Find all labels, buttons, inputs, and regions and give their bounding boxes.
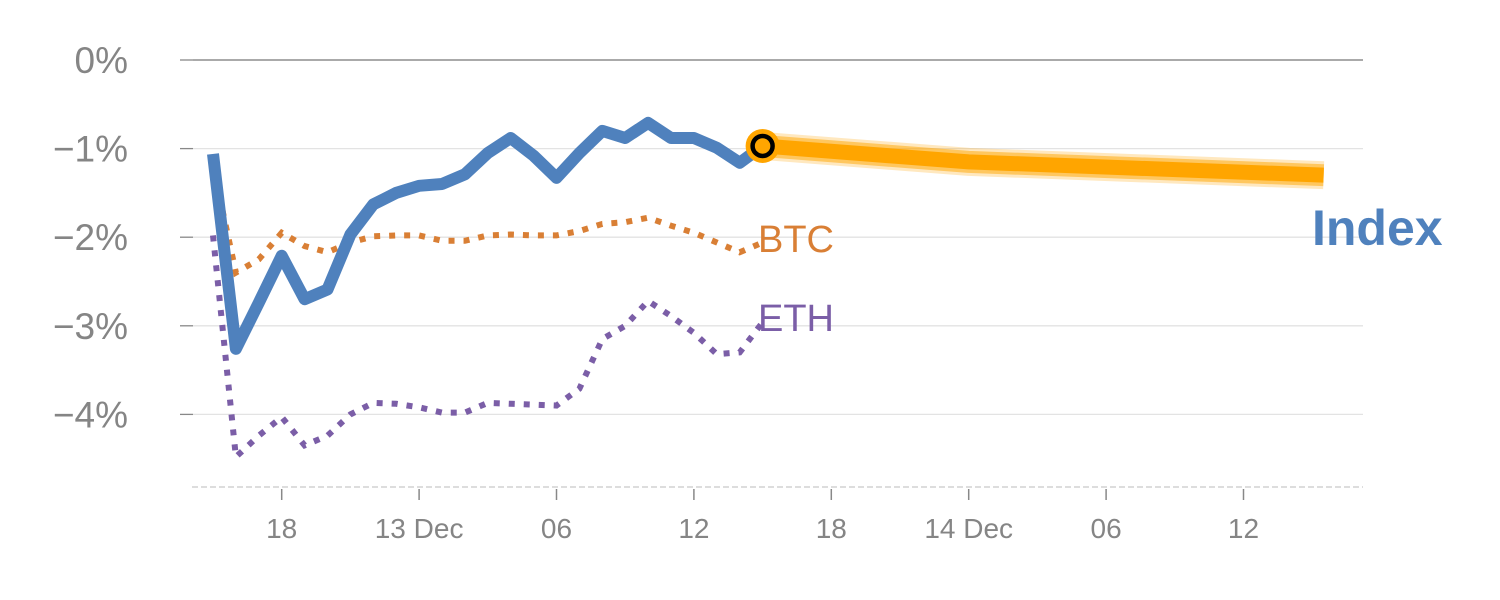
series-label-eth: ETH (758, 298, 834, 340)
x-axis: 18 13 Dec 06 12 18 14 Dec 06 12 (266, 489, 1259, 544)
index-line (207, 116, 767, 355)
x-tick-label: 06 (541, 513, 572, 544)
x-tick-label: 18 (266, 513, 297, 544)
x-tick-label: 12 (1228, 513, 1259, 544)
x-tick-label: 18 (816, 513, 847, 544)
eth-line (210, 235, 765, 464)
y-tick-label: −4% (53, 394, 128, 435)
x-tick-label: 14 Dec (924, 513, 1013, 544)
btc-line (210, 165, 764, 278)
x-tick-label: 06 (1091, 513, 1122, 544)
x-tick-label: 12 (678, 513, 709, 544)
y-tick-label: 0% (75, 40, 128, 81)
gridlines (192, 59, 1363, 488)
series-label-index: Index (1312, 200, 1443, 256)
y-tick-label: −1% (53, 129, 128, 170)
y-tick-label: −2% (53, 217, 128, 258)
series-label-btc: BTC (758, 219, 834, 261)
series-lines (207, 116, 1325, 464)
x-tick-label: 13 Dec (375, 513, 464, 544)
y-axis: 0% −1% −2% −3% −4% (53, 40, 193, 435)
y-tick-label: −3% (53, 306, 128, 347)
current-point-ring (750, 133, 775, 159)
forecast-line (762, 138, 1324, 183)
